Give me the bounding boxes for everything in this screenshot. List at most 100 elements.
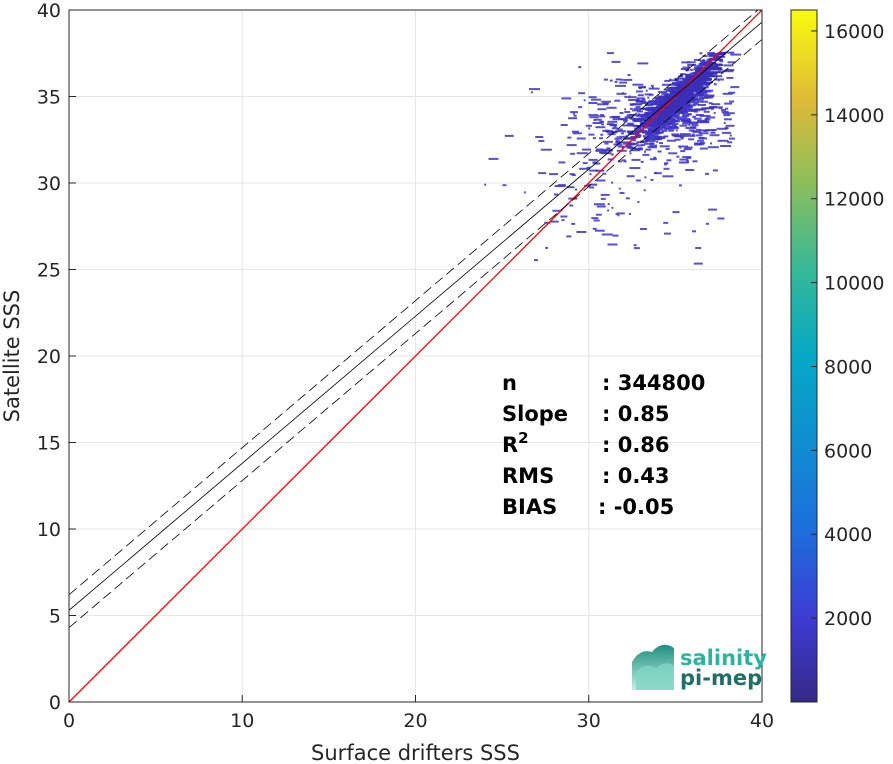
density-cell [594,118,602,121]
density-cell [588,183,598,186]
density-cell [607,209,610,212]
density-cell [612,234,619,237]
density-cell [648,100,659,103]
density-cell [620,78,624,81]
density-cell [567,136,572,139]
density-cell [607,158,614,161]
density-cell [662,115,673,118]
density-cell [593,203,605,206]
density-cell [583,99,586,102]
density-cell [694,101,699,104]
density-cell [648,122,657,125]
density-cell [691,133,695,136]
density-cell [692,115,697,118]
density-cell [677,82,687,85]
density-cell [632,109,641,112]
stat-label: n [502,371,517,395]
density-cell [637,134,642,137]
density-cell [618,187,621,190]
density-cell [685,98,695,101]
density-cell [708,74,711,77]
density-cell [634,135,640,137]
density-cell [656,113,663,116]
density-cell [682,115,689,117]
density-cell [723,64,734,67]
density-cell [668,96,672,99]
density-cell [700,90,708,93]
density-cell [619,81,628,84]
density-cell [654,172,662,175]
density-cell [540,148,552,151]
density-cell [650,130,660,133]
density-cell [638,130,645,133]
stat-label: RMS [502,464,554,488]
density-cell [624,95,628,98]
density-cell [692,72,695,75]
density-cell [728,91,736,94]
density-cell [682,96,688,99]
density-cell [636,114,643,117]
density-cell [601,233,613,236]
density-cell [627,116,630,118]
density-cell [661,83,671,86]
density-cell [638,118,646,121]
density-cell [626,175,635,178]
density-cell [699,114,711,117]
density-cell [642,131,644,134]
density-cell [672,98,684,101]
density-cell [698,66,704,69]
colorbar-tick-label: 10000 [824,273,884,295]
density-cell [720,55,726,58]
density-cell [694,87,706,90]
density-cell [671,134,675,137]
density-cell [674,118,677,121]
x-tick-label: 40 [750,710,774,732]
density-cell [659,123,669,126]
density-cell [625,134,628,137]
density-cell [692,98,704,101]
density-cell [648,121,652,124]
density-cell [693,103,699,106]
density-cell [651,146,657,149]
density-cell [702,96,708,99]
density-cell [649,142,655,145]
line-fit-lower [69,39,762,628]
density-cell [582,148,591,151]
density-cell [664,96,669,98]
density-cell [713,63,723,66]
density-cell [573,112,575,115]
density-cell [674,86,680,89]
density-cell [723,118,732,121]
density-cell [615,130,627,133]
density-cell [639,86,646,89]
density-cell [664,104,671,107]
density-cell [639,117,646,120]
density-cell [695,89,702,92]
density-cell [637,62,649,65]
density-cell [682,113,692,116]
density-cell [729,100,735,103]
density-cell [596,205,606,208]
density-cell [615,139,620,142]
density-cell [682,156,692,159]
density-cell [585,124,592,127]
density-cell [625,144,632,147]
colorbar-tick-label: 4000 [824,524,872,546]
density-cell [665,93,676,96]
density-cell [657,96,665,99]
density-cell [566,235,572,238]
density-cell [654,117,662,120]
density-cell [683,98,690,101]
density-cell [681,161,685,164]
density-cell [693,117,702,120]
density-cell [614,99,621,102]
density-cell [545,246,549,249]
density-cell [680,136,685,139]
density-cell [714,75,723,78]
density-cell [644,104,653,106]
density-cell [595,169,605,172]
density-cell [721,110,729,113]
salinity-pimep-logo: salinity pi-mep [632,644,767,690]
density-cell [595,126,606,129]
